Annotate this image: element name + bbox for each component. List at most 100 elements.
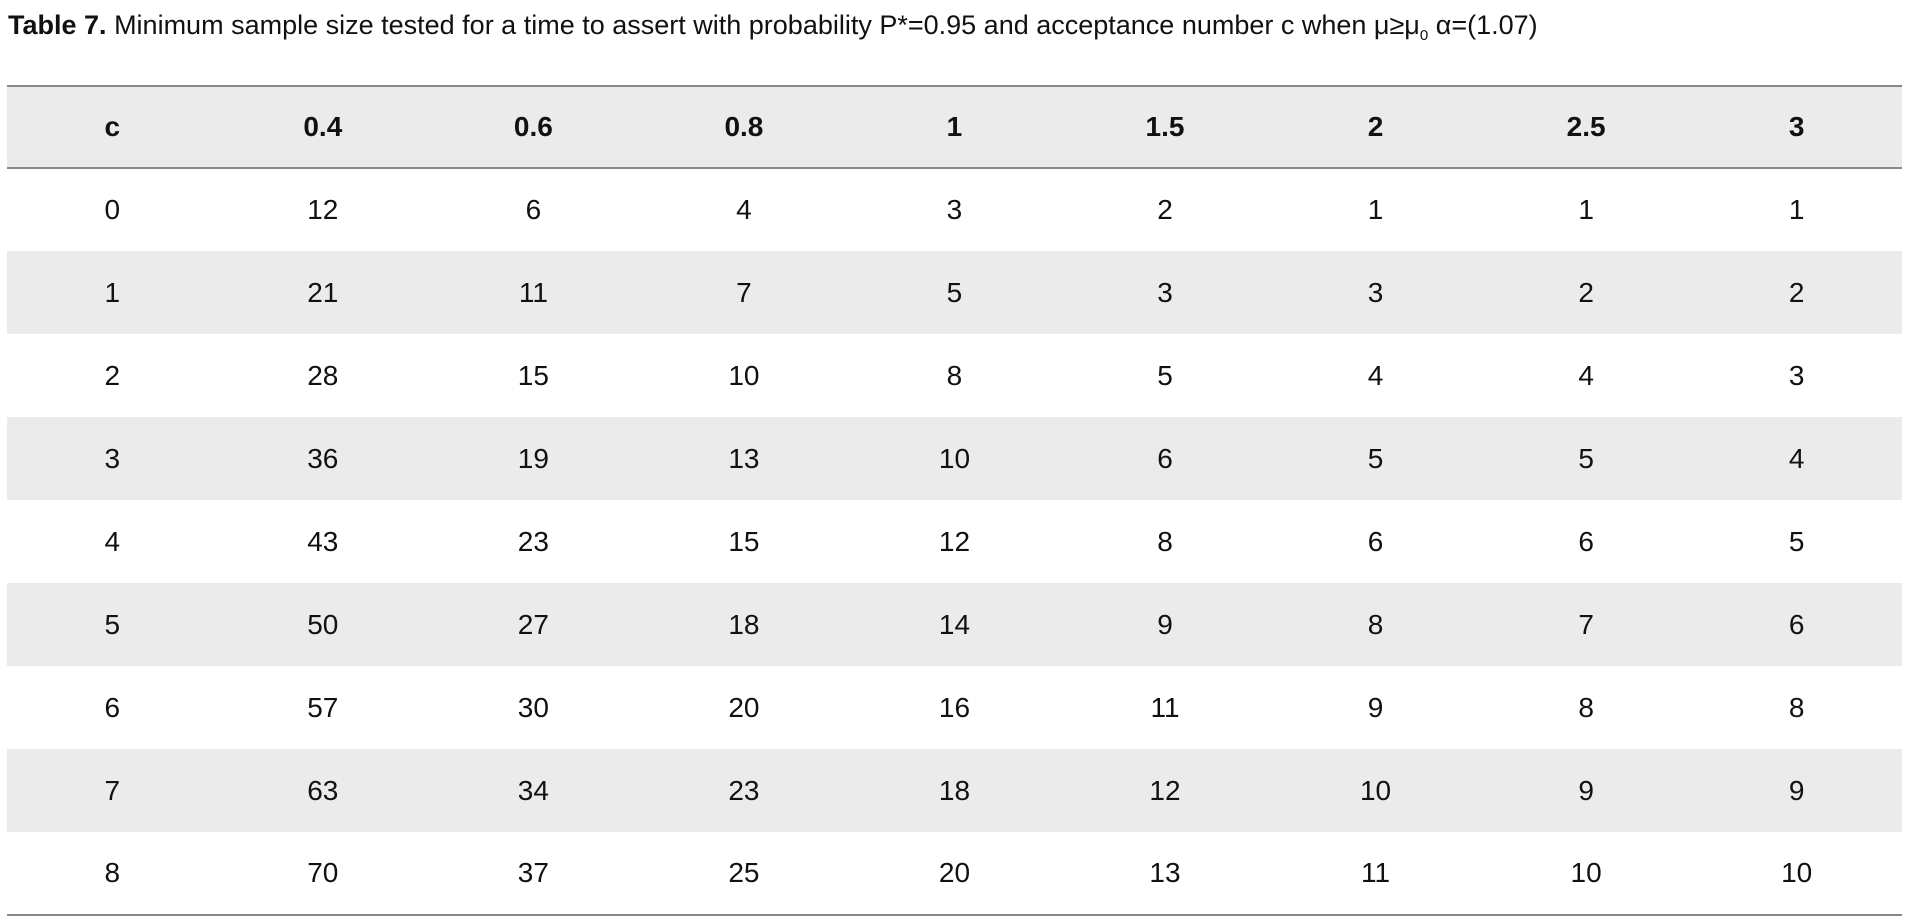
table-cell: 4	[736, 194, 752, 225]
table-cell: 7	[736, 276, 752, 308]
table-cell: 2	[1157, 194, 1173, 225]
table-row: 1 21 11 7 5 3 3 2 2	[7, 251, 1902, 334]
table-cell: 2	[104, 359, 121, 391]
table-cell: 8	[946, 359, 963, 391]
table-row: 3 36 19 13 10 6 5 5 4	[7, 417, 1902, 500]
table-cell: 10	[938, 442, 971, 474]
table-row: 5 50 27 18 14 9 8 7 6	[7, 583, 1902, 666]
table-cell: 11	[518, 276, 548, 308]
table-cell: 9	[1157, 608, 1173, 640]
table-row: 7 63 34 23 18 12 10 9 9	[7, 749, 1902, 832]
table-cell: 14	[938, 608, 971, 640]
table-cell: 1	[104, 276, 121, 308]
table-cell: 6	[1367, 525, 1384, 557]
header-cell: 0.4	[303, 111, 343, 142]
header-row: c 0.4 0.6 0.8 1 1.5 2 2.5 3	[7, 86, 1902, 168]
table-cell: 6	[525, 194, 542, 225]
table-caption: Table 7. Minimum sample size tested for …	[8, 10, 1538, 44]
table-cell: 2	[1578, 276, 1594, 308]
table-cell: 18	[938, 774, 971, 806]
table-cell: 2	[1788, 276, 1805, 308]
table-cell: 10	[1570, 857, 1602, 888]
table-cell: 5	[946, 276, 963, 308]
table-row: 8 70 37 25 20 13 11 10 10	[7, 832, 1902, 915]
table-cell: 15	[517, 359, 549, 391]
table-cell: 9	[1367, 691, 1384, 723]
caption-label: Table 7.	[8, 10, 107, 40]
table-cell: 1	[1788, 194, 1805, 225]
table-cell: 3	[1788, 359, 1805, 391]
table-body: 0 12 6 4 3 2 1 1 1 1 21 11 7 5 3 3 2 2 2 28 15 10 8 5 4 4 3 3 36 19 13…	[7, 168, 1902, 915]
table-cell: 10	[728, 359, 760, 391]
header-cell: 2	[1367, 111, 1384, 142]
table-cell: 15	[728, 525, 760, 557]
header-cell: 1.5	[1145, 111, 1185, 142]
table-header: c 0.4 0.6 0.8 1 1.5 2 2.5 3	[7, 86, 1902, 168]
table-cell: 23	[517, 525, 549, 557]
table-cell: 18	[728, 608, 760, 640]
table-cell: 10	[1781, 857, 1813, 888]
table-cell: 21	[307, 276, 339, 308]
table-cell: 9	[1578, 774, 1594, 806]
header-cell: c	[104, 111, 121, 142]
table-cell: 6	[1578, 525, 1594, 557]
caption-subscript: 0	[1419, 27, 1429, 44]
table-cell: 3	[946, 194, 963, 225]
table-row: 4 43 23 15 12 8 6 6 5	[7, 500, 1902, 583]
table-cell: 11	[1150, 691, 1180, 723]
table-cell: 27	[517, 608, 549, 640]
table-row: 2 28 15 10 8 5 4 4 3	[7, 334, 1902, 417]
table-cell: 1	[1367, 194, 1384, 225]
table-cell: 4	[1367, 359, 1384, 391]
table-cell: 5	[1788, 525, 1805, 557]
table-cell: 30	[517, 691, 549, 723]
table-cell: 4	[1578, 359, 1594, 391]
data-table: c 0.4 0.6 0.8 1 1.5 2 2.5 3 0 12 6 4 3 2 1 1 1 1 21 11 7 5 3 3 2…	[7, 85, 1902, 916]
table-cell: 36	[307, 442, 339, 474]
table-cell: 12	[938, 525, 971, 557]
table-cell: 43	[307, 525, 339, 557]
table-cell: 1	[1578, 194, 1594, 225]
caption-text-after: α=(1.07)	[1435, 10, 1538, 40]
table-cell: 3	[104, 442, 121, 474]
table-cell: 13	[1149, 857, 1181, 888]
table-row: 0 12 6 4 3 2 1 1 1	[7, 168, 1902, 251]
header-cell: 2.5	[1566, 111, 1606, 142]
caption-text: Minimum sample size tested for a time to…	[114, 10, 1420, 40]
header-cell: 0.8	[724, 111, 764, 142]
table-cell: 57	[307, 691, 339, 723]
table-cell: 50	[307, 608, 339, 640]
table-cell: 5	[1157, 359, 1173, 391]
table-cell: 13	[728, 442, 760, 474]
table-cell: 5	[1578, 442, 1594, 474]
table-cell: 8	[1788, 691, 1805, 723]
table-cell: 16	[938, 691, 971, 723]
table-cell: 63	[307, 774, 339, 806]
table-cell: 7	[104, 774, 121, 806]
table-row: 6 57 30 20 16 11 9 8 8	[7, 666, 1902, 749]
table-cell: 8	[1578, 691, 1594, 723]
table-cell: 25	[728, 857, 760, 888]
table-cell: 8	[1367, 608, 1384, 640]
table-cell: 3	[1367, 276, 1384, 308]
table-cell: 3	[1157, 276, 1173, 308]
table-cell: 9	[1788, 774, 1805, 806]
table-cell: 6	[1788, 608, 1805, 640]
table-cell: 10	[1359, 774, 1392, 806]
table-cell: 23	[728, 774, 760, 806]
table-cell: 37	[517, 857, 549, 888]
header-cell: 0.6	[513, 111, 553, 142]
table-cell: 11	[1361, 857, 1391, 888]
table-cell: 8	[104, 857, 121, 888]
header-cell: 3	[1788, 111, 1805, 142]
table-cell: 6	[1157, 442, 1173, 474]
table-cell: 12	[307, 194, 339, 225]
header-cell: 1	[946, 111, 963, 142]
table-cell: 7	[1578, 608, 1594, 640]
table-cell: 34	[517, 774, 549, 806]
table-cell: 4	[104, 525, 121, 557]
table-cell: 70	[307, 857, 339, 888]
table-cell: 19	[517, 442, 549, 474]
table-cell: 6	[104, 691, 121, 723]
